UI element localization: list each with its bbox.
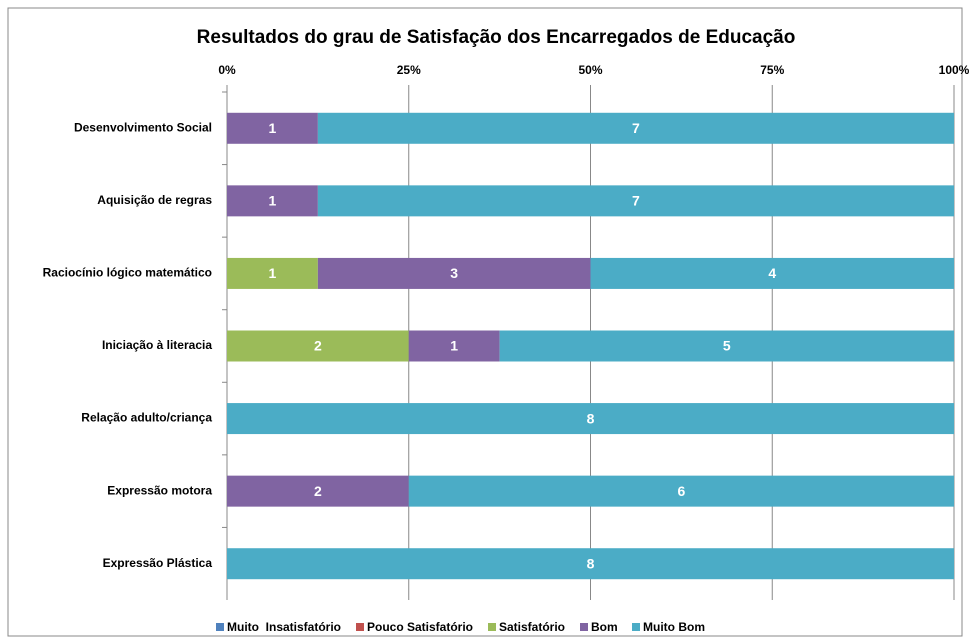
data-label: 8	[587, 555, 595, 571]
bar-segment	[227, 185, 318, 217]
x-tick-label: 100%	[939, 63, 970, 77]
x-tick-label: 50%	[578, 63, 602, 77]
data-label: 1	[269, 120, 277, 136]
y-tick-label: Raciocínio lógico matemático	[43, 266, 212, 280]
legend-label: Satisfatório	[499, 620, 565, 634]
y-tick-label: Expressão motora	[107, 483, 212, 497]
bar-segment	[227, 548, 954, 580]
x-tick-label: 25%	[397, 63, 421, 77]
data-label: 5	[723, 338, 731, 354]
legend-swatch	[488, 623, 496, 631]
data-label: 1	[450, 338, 458, 354]
data-label: 8	[587, 410, 595, 426]
y-tick-label: Iniciação à literacia	[102, 338, 212, 352]
bar-segment	[227, 403, 954, 435]
y-tick-label: Desenvolvimento Social	[74, 120, 212, 134]
legend-swatch	[356, 623, 364, 631]
legend-label: Bom	[591, 620, 618, 634]
legend-label: Muito Bom	[643, 620, 705, 634]
x-tick-label: 0%	[218, 63, 236, 77]
data-label: 6	[677, 483, 685, 499]
bar-segment	[317, 112, 954, 144]
data-label: 2	[314, 483, 322, 499]
y-tick-label: Aquisição de regras	[97, 193, 212, 207]
bar-segment	[590, 257, 954, 289]
data-label: 7	[632, 120, 640, 136]
bar-segment	[408, 330, 500, 362]
x-tick-label: 75%	[760, 63, 784, 77]
legend-swatch	[632, 623, 640, 631]
legend-swatch	[216, 623, 224, 631]
data-label: 7	[632, 193, 640, 209]
bar-segment	[408, 475, 954, 507]
data-label: 3	[450, 265, 458, 281]
legend-label: Muito Insatisfatório	[227, 620, 341, 634]
bar-segment	[317, 257, 591, 289]
bar-segment	[317, 185, 954, 217]
bar-segment	[227, 475, 409, 507]
data-label: 1	[269, 265, 277, 281]
y-tick-label: Relação adulto/criança	[81, 411, 212, 425]
bar-segment	[227, 257, 318, 289]
data-label: 4	[768, 265, 776, 281]
bar-segment	[227, 330, 409, 362]
y-tick-label: Expressão Plástica	[103, 556, 213, 570]
data-label: 1	[269, 193, 277, 209]
legend-swatch	[580, 623, 588, 631]
bar-segment	[227, 112, 318, 144]
data-label: 2	[314, 338, 322, 354]
chart-border	[7, 7, 963, 637]
legend-label: Pouco Satisfatório	[367, 620, 473, 634]
chart-title: Resultados do grau de Satisfação dos Enc…	[197, 27, 796, 48]
bar-segment	[499, 330, 954, 362]
